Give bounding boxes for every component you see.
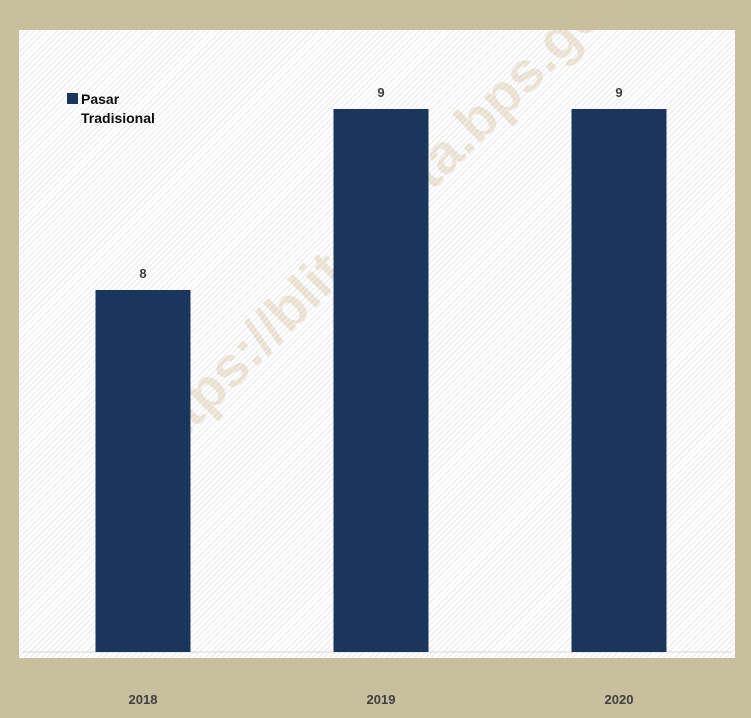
x-tick-label-2020: 2020 bbox=[605, 692, 634, 707]
x-tick-label-2019: 2019 bbox=[367, 692, 396, 707]
chart-legend: Pasar Tradisional bbox=[67, 90, 191, 128]
bar-2019 bbox=[333, 109, 429, 652]
data-label-2019: 9 bbox=[377, 85, 384, 100]
bar-2018 bbox=[95, 290, 191, 652]
legend-label: Pasar Tradisional bbox=[81, 91, 155, 126]
bar-2020 bbox=[571, 109, 667, 652]
legend-swatch bbox=[67, 93, 78, 104]
data-label-2020: 9 bbox=[615, 85, 622, 100]
x-tick-label-2018: 2018 bbox=[129, 692, 158, 707]
data-label-2018: 8 bbox=[139, 266, 146, 281]
